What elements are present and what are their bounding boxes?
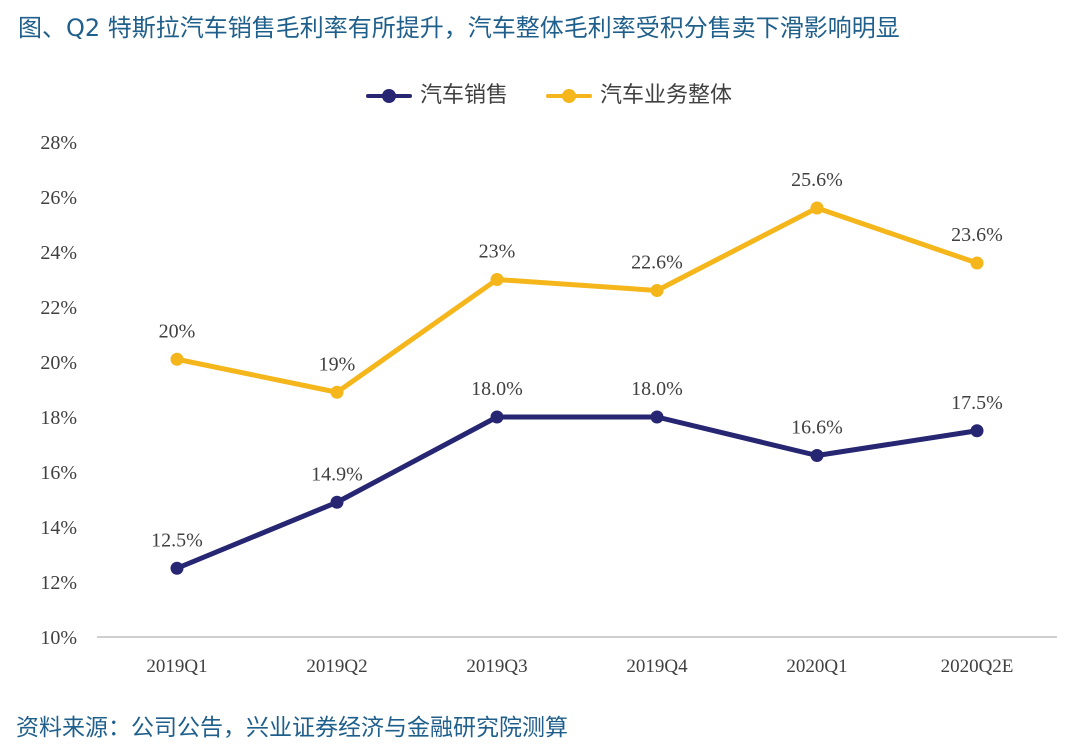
x-tick-label: 2019Q2 bbox=[306, 656, 367, 677]
y-tick-label: 10% bbox=[40, 627, 77, 649]
line-chart: 10% 12% 14% 16% 18% 20% 22% 24% 26% 28% 2019Q1 2019… bbox=[40, 132, 1057, 677]
source-note: 资料来源：公司公告，兴业证券经济与金融研究院测算 bbox=[16, 715, 568, 741]
x-tick-label: 2019Q4 bbox=[626, 656, 688, 677]
data-label-series-1: 18.0% bbox=[471, 378, 523, 400]
y-tick-label: 20% bbox=[40, 352, 77, 374]
series-line-2 bbox=[174, 205, 980, 395]
y-tick-label: 28% bbox=[40, 132, 77, 154]
legend-marker-series-1 bbox=[382, 89, 396, 103]
y-tick-label: 26% bbox=[40, 187, 77, 209]
y-tick-label: 22% bbox=[40, 297, 77, 319]
data-point-series-2 bbox=[810, 201, 824, 215]
x-tick-label: 2019Q1 bbox=[146, 656, 207, 677]
y-tick-label: 12% bbox=[40, 572, 77, 594]
y-tick-label: 24% bbox=[40, 242, 77, 264]
chart-legend: 汽车销售 汽车业务整体 bbox=[0, 80, 1080, 112]
y-tick-label: 14% bbox=[40, 517, 77, 539]
legend-label-series-1: 汽车销售 bbox=[420, 83, 509, 108]
x-tick-label: 2019Q3 bbox=[466, 656, 527, 677]
data-point-series-2 bbox=[490, 273, 504, 286]
y-tick-label: 16% bbox=[40, 462, 77, 484]
data-point-series-2 bbox=[650, 284, 664, 297]
data-label-series-1: 16.6% bbox=[791, 417, 843, 439]
data-point-series-2 bbox=[330, 385, 344, 399]
data-point-series-1 bbox=[330, 495, 344, 509]
data-label-series-1: 17.5% bbox=[951, 392, 1003, 414]
y-tick-label: 18% bbox=[40, 407, 77, 429]
data-point-series-2 bbox=[970, 256, 984, 270]
data-point-series-1 bbox=[970, 424, 984, 438]
data-label-series-2: 25.6% bbox=[791, 169, 843, 191]
data-point-series-2 bbox=[170, 352, 184, 366]
x-tick-label: 2020Q1 bbox=[786, 656, 847, 677]
series-line-1 bbox=[174, 414, 980, 571]
legend-label-series-2: 汽车业务整体 bbox=[600, 83, 733, 108]
data-label-series-2: 23.6% bbox=[951, 224, 1003, 246]
data-point-series-1 bbox=[170, 561, 184, 575]
data-label-series-2: 23% bbox=[479, 241, 516, 263]
data-label-series-2: 22.6% bbox=[631, 252, 683, 274]
data-label-series-2: 20% bbox=[159, 320, 196, 342]
data-point-series-1 bbox=[810, 449, 824, 462]
data-point-series-1 bbox=[490, 410, 504, 424]
data-label-series-1: 18.0% bbox=[631, 378, 683, 400]
data-label-series-1: 12.5% bbox=[151, 529, 203, 551]
data-point-series-1 bbox=[650, 410, 664, 424]
chart-title: 图、Q2 特斯拉汽车销售毛利率有所提升，汽车整体毛利率受积分售卖下滑影响明显 bbox=[18, 14, 900, 42]
data-label-series-2: 19% bbox=[319, 353, 356, 375]
data-label-series-1: 14.9% bbox=[311, 463, 363, 485]
legend-marker-series-2 bbox=[562, 89, 576, 103]
x-tick-label: 2020Q2E bbox=[941, 656, 1014, 677]
